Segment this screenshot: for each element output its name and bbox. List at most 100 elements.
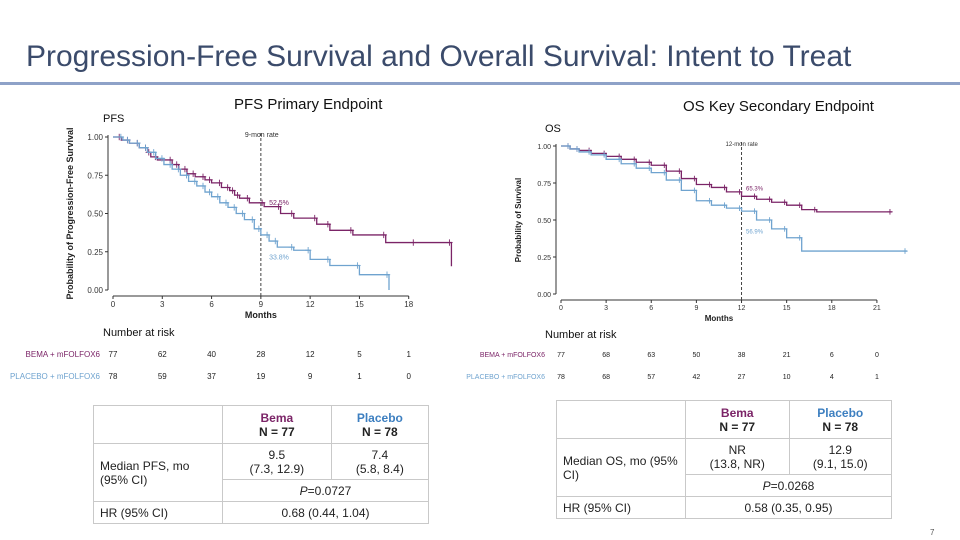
bema-col-header: Bema N = 77 bbox=[222, 405, 332, 444]
risk-value: 5 bbox=[357, 350, 362, 359]
risk-row-label: BEMA + mFOLFOX6 bbox=[26, 350, 101, 359]
y-tick-label: 0.50 bbox=[537, 218, 551, 225]
y-tick-label: 1.00 bbox=[537, 144, 551, 151]
table-corner bbox=[556, 400, 686, 439]
risk-value: 40 bbox=[207, 350, 216, 359]
risk-value: 68 bbox=[602, 352, 610, 359]
risk-row-label: BEMA + mFOLFOX6 bbox=[480, 352, 545, 359]
y-tick-label: 1.00 bbox=[87, 133, 103, 142]
risk-value: 27 bbox=[738, 374, 746, 381]
x-tick-label: 12 bbox=[306, 300, 315, 309]
risk-value: 10 bbox=[783, 374, 791, 381]
reference-line-label: 9-mon rate bbox=[245, 132, 279, 139]
y-tick-label: 0.00 bbox=[537, 292, 551, 299]
x-tick-label: 9 bbox=[694, 305, 698, 312]
x-tick-label: 3 bbox=[160, 300, 165, 309]
risk-value: 1 bbox=[357, 372, 362, 381]
risk-table-title: Number at risk bbox=[545, 329, 617, 341]
y-axis-label: Probability of Progression-Free Survival bbox=[65, 127, 75, 299]
risk-value: 59 bbox=[158, 372, 167, 381]
pfs-results-table: Bema N = 77 Placebo N = 78 Median PFS, m… bbox=[93, 405, 430, 524]
risk-value: 0 bbox=[406, 372, 411, 381]
km-curve-bema bbox=[561, 145, 892, 213]
table-corner bbox=[93, 405, 223, 444]
risk-value: 57 bbox=[647, 374, 655, 381]
risk-value: 77 bbox=[557, 352, 565, 359]
km-curve-placebo bbox=[561, 145, 907, 252]
x-tick-label: 6 bbox=[209, 300, 214, 309]
x-tick-label: 18 bbox=[404, 300, 413, 309]
rate-annotation-placebo: 33.8% bbox=[269, 254, 289, 261]
bema-col-header: Bema N = 77 bbox=[685, 400, 790, 439]
y-tick-label: 0.75 bbox=[87, 171, 103, 180]
risk-row-label: PLACEBO + mFOLFOX6 bbox=[10, 372, 101, 381]
pfs-p-value: P=0.0727 bbox=[222, 479, 429, 502]
hr-label: HR (95% CI) bbox=[93, 501, 223, 524]
risk-value: 77 bbox=[109, 350, 118, 359]
risk-value: 4 bbox=[830, 374, 834, 381]
risk-value: 21 bbox=[783, 352, 791, 359]
x-axis-label: Months bbox=[245, 310, 277, 320]
rate-annotation-bema: 65.3% bbox=[746, 186, 764, 192]
bema-median-os: NR (13.8, NR) bbox=[685, 438, 790, 475]
median-pfs-label: Median PFS, mo (95% CI) bbox=[93, 443, 223, 502]
x-tick-label: 3 bbox=[604, 305, 608, 312]
risk-value: 9 bbox=[308, 372, 313, 381]
os-hr-value: 0.58 (0.35, 0.95) bbox=[685, 496, 892, 519]
risk-value: 12 bbox=[306, 350, 315, 359]
risk-value: 28 bbox=[256, 350, 265, 359]
risk-value: 38 bbox=[738, 352, 746, 359]
y-tick-label: 0.75 bbox=[537, 181, 551, 188]
x-tick-label: 0 bbox=[111, 300, 116, 309]
risk-value: 6 bbox=[830, 352, 834, 359]
x-tick-label: 15 bbox=[355, 300, 364, 309]
risk-value: 1 bbox=[875, 374, 879, 381]
y-tick-label: 0.25 bbox=[87, 248, 103, 257]
risk-table-title: Number at risk bbox=[103, 327, 175, 339]
chart-title: OS bbox=[545, 123, 561, 135]
x-tick-label: 6 bbox=[649, 305, 653, 312]
bema-median-pfs: 9.5 (7.3, 12.9) bbox=[222, 443, 332, 480]
x-tick-label: 21 bbox=[873, 305, 881, 312]
x-axis-label: Months bbox=[705, 314, 734, 323]
y-axis-label: Probability of Survival bbox=[514, 178, 523, 262]
risk-value: 42 bbox=[692, 374, 700, 381]
hr-label: HR (95% CI) bbox=[556, 496, 686, 519]
y-tick-label: 0.00 bbox=[87, 286, 103, 295]
x-tick-label: 18 bbox=[828, 305, 836, 312]
title-divider bbox=[0, 82, 960, 85]
risk-value: 78 bbox=[109, 372, 118, 381]
os-results-table: Bema N = 77 Placebo N = 78 Median OS, mo… bbox=[556, 400, 893, 519]
risk-value: 1 bbox=[406, 350, 411, 359]
y-tick-label: 0.25 bbox=[537, 255, 551, 262]
y-tick-label: 0.50 bbox=[87, 210, 103, 219]
rate-annotation-bema: 52.5% bbox=[269, 200, 289, 207]
median-os-label: Median OS, mo (95% CI) bbox=[556, 438, 686, 497]
placebo-col-header: Placebo N = 78 bbox=[330, 405, 430, 444]
rate-annotation-placebo: 56.9% bbox=[746, 229, 764, 235]
risk-row-label: PLACEBO + mFOLFOX6 bbox=[466, 374, 545, 381]
pfs-header: PFS Primary Endpoint bbox=[234, 96, 383, 113]
chart-title: PFS bbox=[103, 113, 124, 125]
risk-value: 63 bbox=[647, 352, 655, 359]
risk-value: 37 bbox=[207, 372, 216, 381]
risk-value: 62 bbox=[158, 350, 167, 359]
page-number: 7 bbox=[930, 528, 935, 537]
pfs-hr-value: 0.68 (0.44, 1.04) bbox=[222, 501, 429, 524]
slide-title: Progression-Free Survival and Overall Su… bbox=[26, 40, 852, 73]
x-tick-label: 9 bbox=[259, 300, 264, 309]
placebo-median-os: 12.9 (9.1, 15.0) bbox=[788, 438, 893, 475]
risk-value: 19 bbox=[256, 372, 265, 381]
os-header: OS Key Secondary Endpoint bbox=[683, 98, 874, 115]
x-tick-label: 0 bbox=[559, 305, 563, 312]
km-curve-placebo bbox=[113, 136, 390, 290]
risk-value: 78 bbox=[557, 374, 565, 381]
risk-value: 0 bbox=[875, 352, 879, 359]
risk-value: 68 bbox=[602, 374, 610, 381]
placebo-median-pfs: 7.4 (5.8, 8.4) bbox=[330, 443, 430, 480]
reference-line-label: 12-mon rate bbox=[726, 142, 759, 148]
os-p-value: P=0.0268 bbox=[685, 474, 892, 497]
x-tick-label: 12 bbox=[738, 305, 746, 312]
placebo-col-header: Placebo N = 78 bbox=[788, 400, 893, 439]
